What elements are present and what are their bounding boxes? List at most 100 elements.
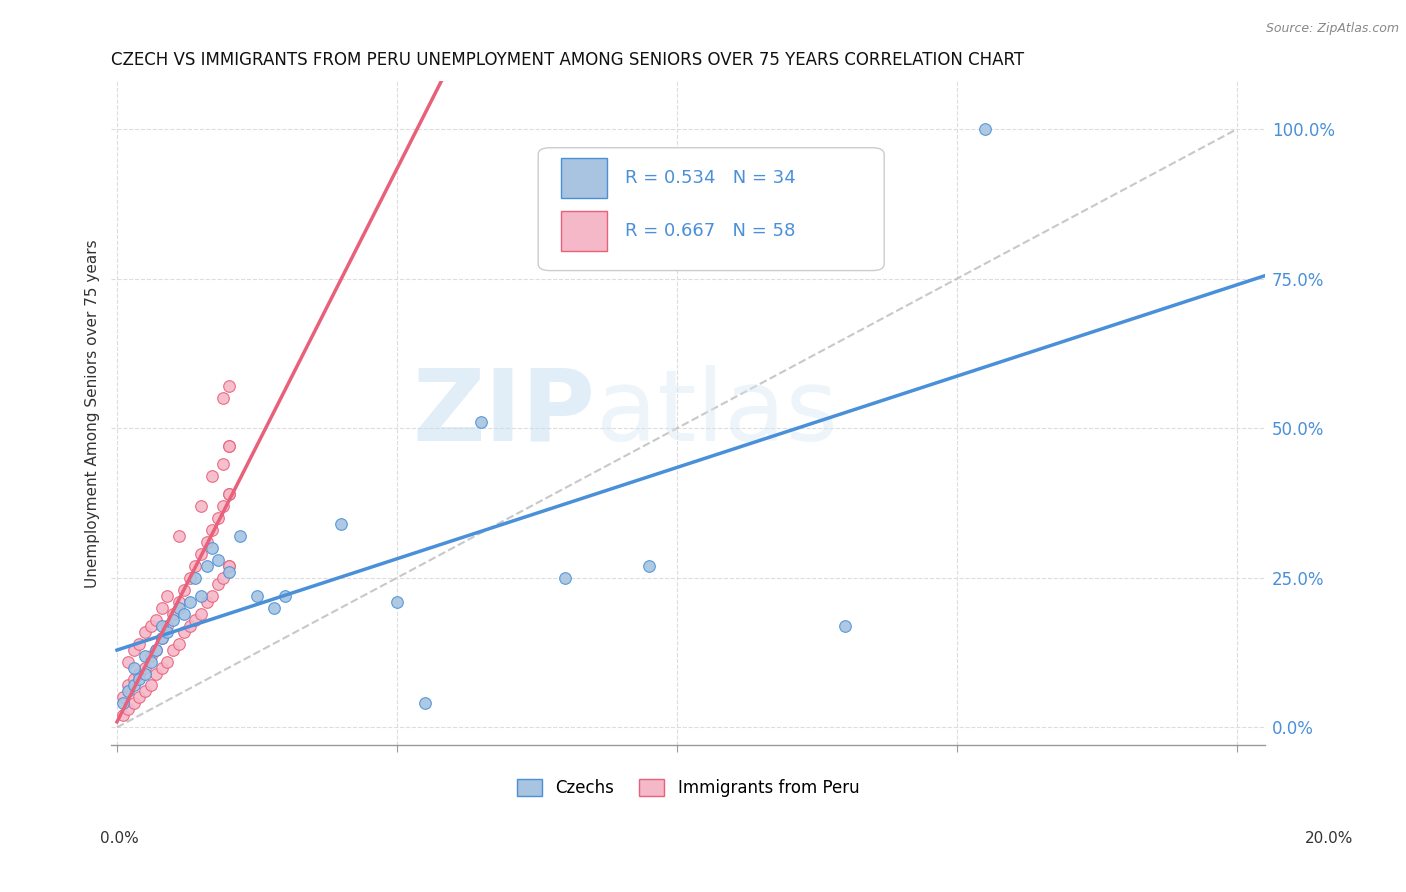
Point — [139, 618, 162, 632]
Point — [218, 565, 240, 579]
Point — [122, 642, 145, 657]
Point — [122, 660, 145, 674]
Point — [117, 684, 139, 698]
Point — [145, 666, 167, 681]
Point — [201, 523, 224, 537]
Point — [218, 487, 240, 501]
Point — [156, 624, 179, 639]
Point — [139, 655, 162, 669]
Point — [179, 595, 201, 609]
Point — [190, 499, 212, 513]
Point — [218, 439, 240, 453]
Point — [128, 673, 150, 687]
Point — [554, 571, 576, 585]
Point — [274, 589, 297, 603]
Point — [212, 499, 235, 513]
Point — [150, 631, 173, 645]
Point — [150, 600, 173, 615]
FancyBboxPatch shape — [561, 158, 607, 197]
Point — [162, 642, 184, 657]
Point — [167, 529, 190, 543]
Point — [134, 624, 156, 639]
Point — [134, 666, 156, 681]
Point — [201, 469, 224, 483]
Y-axis label: Unemployment Among Seniors over 75 years: Unemployment Among Seniors over 75 years — [86, 239, 100, 588]
Point — [212, 457, 235, 471]
Point — [834, 618, 856, 632]
Point — [117, 702, 139, 716]
Point — [212, 571, 235, 585]
Text: Source: ZipAtlas.com: Source: ZipAtlas.com — [1265, 22, 1399, 36]
Text: R = 0.534   N = 34: R = 0.534 N = 34 — [624, 169, 796, 186]
Point — [156, 589, 179, 603]
Point — [190, 547, 212, 561]
Point — [122, 673, 145, 687]
FancyBboxPatch shape — [561, 211, 607, 251]
Point — [117, 655, 139, 669]
Text: 0.0%: 0.0% — [100, 831, 139, 846]
Point — [173, 582, 195, 597]
Point — [207, 576, 229, 591]
Legend: Czechs, Immigrants from Peru: Czechs, Immigrants from Peru — [510, 772, 866, 804]
Point — [139, 648, 162, 663]
Point — [150, 660, 173, 674]
Text: ZIP: ZIP — [413, 365, 596, 462]
Point — [190, 589, 212, 603]
Point — [973, 122, 995, 136]
Point — [184, 571, 207, 585]
Point — [111, 690, 134, 705]
Point — [218, 379, 240, 393]
Point — [122, 697, 145, 711]
Point — [111, 697, 134, 711]
Point — [145, 642, 167, 657]
Point — [162, 607, 184, 621]
Text: R = 0.667   N = 58: R = 0.667 N = 58 — [624, 222, 794, 240]
Point — [385, 595, 408, 609]
Point — [218, 487, 240, 501]
Point — [184, 558, 207, 573]
Point — [145, 613, 167, 627]
Point — [195, 535, 218, 549]
Point — [134, 648, 156, 663]
Point — [122, 678, 145, 692]
Point — [128, 637, 150, 651]
Point — [207, 553, 229, 567]
Point — [167, 595, 190, 609]
Point — [111, 708, 134, 723]
Point — [167, 637, 190, 651]
Point — [330, 516, 353, 531]
Point — [218, 558, 240, 573]
Point — [638, 558, 661, 573]
FancyBboxPatch shape — [538, 148, 884, 270]
Point — [145, 642, 167, 657]
Point — [128, 690, 150, 705]
Point — [179, 618, 201, 632]
Text: atlas: atlas — [596, 365, 838, 462]
Point — [150, 631, 173, 645]
Point — [246, 589, 269, 603]
Point — [134, 660, 156, 674]
Point — [179, 571, 201, 585]
Point — [218, 439, 240, 453]
Point — [190, 607, 212, 621]
Text: CZECH VS IMMIGRANTS FROM PERU UNEMPLOYMENT AMONG SENIORS OVER 75 YEARS CORRELATI: CZECH VS IMMIGRANTS FROM PERU UNEMPLOYME… — [111, 51, 1025, 69]
Point — [117, 678, 139, 692]
Point — [167, 600, 190, 615]
Point — [229, 529, 252, 543]
Point — [150, 618, 173, 632]
Point — [156, 655, 179, 669]
Point — [162, 613, 184, 627]
Point — [201, 589, 224, 603]
Point — [128, 666, 150, 681]
Point — [156, 618, 179, 632]
Point — [470, 415, 492, 429]
Point — [173, 607, 195, 621]
Point — [173, 624, 195, 639]
Text: 20.0%: 20.0% — [1305, 831, 1353, 846]
Point — [218, 558, 240, 573]
Point — [195, 595, 218, 609]
Point — [212, 392, 235, 406]
Point — [207, 511, 229, 525]
Point — [195, 558, 218, 573]
Point — [201, 541, 224, 555]
